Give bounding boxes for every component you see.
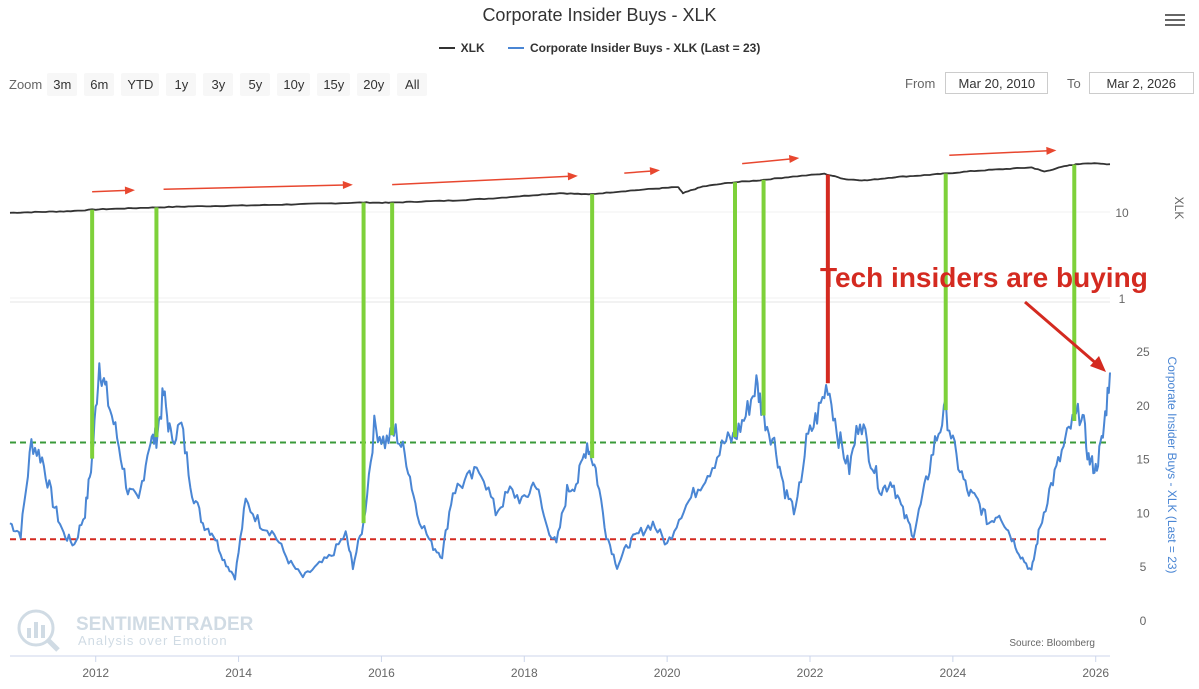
zoom-button-1y[interactable]: 1y bbox=[166, 73, 197, 96]
trend-arrow-line bbox=[949, 149, 1049, 156]
annotation-text: Tech insiders are buying bbox=[820, 262, 1148, 293]
x-tick-label: 2026 bbox=[1082, 666, 1109, 680]
watermark-logo-bar bbox=[34, 622, 38, 638]
chart-title: Corporate Insider Buys - XLK bbox=[482, 5, 717, 25]
x-tick-label: 2024 bbox=[940, 666, 967, 680]
y-tick-label-insider: 15 bbox=[1136, 453, 1150, 467]
series-layer bbox=[9, 162, 1111, 581]
legend-item-insider-buys[interactable]: Corporate Insider Buys - XLK (Last = 23) bbox=[507, 41, 761, 55]
watermark: SENTIMENTRADER Analysis over Emotion bbox=[17, 609, 254, 652]
legend-swatch-xlk bbox=[438, 47, 455, 49]
x-tick-label: 2018 bbox=[511, 666, 538, 680]
y-tick-label-insider: 5 bbox=[1140, 560, 1147, 574]
xlk-price-line bbox=[9, 162, 1111, 214]
watermark-tagline: Analysis over Emotion bbox=[78, 633, 228, 648]
x-tick-label: 2020 bbox=[654, 666, 681, 680]
arrow-layer bbox=[92, 146, 1057, 195]
x-tick-label: 2016 bbox=[368, 666, 395, 680]
zoom-button-20y[interactable]: 20y bbox=[357, 73, 391, 96]
zoom-bar: Zoom 3m 6m YTD 1y 3y 5y 10y 15y 20y All bbox=[9, 73, 434, 96]
zoom-button-5y[interactable]: 5y bbox=[240, 73, 271, 96]
watermark-logo-bar bbox=[41, 625, 45, 638]
trend-arrow-head bbox=[1046, 146, 1057, 155]
trend-arrow-head bbox=[567, 172, 578, 181]
insider-buys-line bbox=[9, 362, 1111, 581]
zoom-button-all[interactable]: All bbox=[397, 73, 428, 96]
y-tick-label-insider: 0 bbox=[1140, 614, 1147, 628]
trend-arrow-head bbox=[788, 155, 800, 164]
date-range-to: To bbox=[1067, 72, 1194, 94]
zoom-label: Zoom bbox=[9, 77, 43, 92]
y-tick-label-insider: 20 bbox=[1136, 399, 1150, 413]
threshold-layer bbox=[10, 441, 1107, 541]
trend-arrow-line bbox=[163, 184, 345, 190]
from-label: From bbox=[905, 75, 936, 91]
x-tick-label: 2022 bbox=[797, 666, 824, 680]
legend-label-xlk: XLK bbox=[460, 41, 485, 55]
trend-arrow-head bbox=[124, 186, 135, 195]
zoom-button-3y[interactable]: 3y bbox=[203, 73, 234, 96]
from-date-input[interactable] bbox=[945, 72, 1049, 94]
trend-arrow-head bbox=[649, 167, 660, 176]
trend-arrow-line bbox=[392, 175, 570, 186]
y-tick-label-insider: 25 bbox=[1136, 345, 1150, 359]
legend-label-insider-buys: Corporate Insider Buys - XLK (Last = 23) bbox=[529, 41, 761, 55]
trend-arrow-line bbox=[92, 189, 128, 193]
legend-item-xlk[interactable]: XLK bbox=[438, 41, 485, 55]
marker-layer bbox=[90, 164, 1077, 524]
x-tick-label: 2012 bbox=[82, 666, 109, 680]
grid-layer bbox=[10, 211, 1110, 299]
to-date-input[interactable] bbox=[1088, 72, 1194, 94]
y-axis-title-xlk: XLK bbox=[1172, 197, 1186, 220]
watermark-logo-icon bbox=[17, 609, 55, 647]
zoom-button-ytd[interactable]: YTD bbox=[121, 73, 160, 96]
zoom-button-6m[interactable]: 6m bbox=[84, 73, 115, 96]
zoom-button-10y[interactable]: 10y bbox=[277, 73, 311, 96]
y-axis-title-insider: Corporate Insider Buys - XLK (Last = 23) bbox=[1165, 356, 1179, 573]
source-credit: Source: Bloomberg bbox=[1009, 638, 1095, 649]
legend-swatch-insider-buys bbox=[507, 47, 524, 49]
trend-arrow-line bbox=[742, 158, 792, 165]
y-tick-label-xlk: 10 bbox=[1115, 206, 1129, 220]
y-tick-label-insider: 10 bbox=[1136, 506, 1150, 520]
trend-arrow-line bbox=[624, 170, 653, 174]
x-tick-label: 2014 bbox=[225, 666, 252, 680]
legend: XLK Corporate Insider Buys - XLK (Last =… bbox=[0, 38, 1199, 55]
annotation-arrow bbox=[1024, 300, 1106, 372]
trend-arrow-head bbox=[342, 181, 353, 190]
hamburger-menu-icon[interactable] bbox=[1165, 11, 1185, 31]
watermark-brand: SENTIMENTRADER bbox=[76, 614, 254, 635]
zoom-button-3m[interactable]: 3m bbox=[47, 73, 78, 96]
zoom-button-15y[interactable]: 15y bbox=[317, 73, 351, 96]
date-range-from: From bbox=[905, 72, 1049, 94]
y-tick-label-xlk: 1 bbox=[1119, 292, 1126, 306]
to-label: To bbox=[1067, 75, 1081, 91]
watermark-logo-bar bbox=[27, 628, 31, 638]
axis-layer: 2012 2014 2016 2018 2020 2022 2024 2026 10 1 XLK 0 5… bbox=[10, 197, 1186, 680]
watermark-logo-handle bbox=[46, 638, 60, 652]
